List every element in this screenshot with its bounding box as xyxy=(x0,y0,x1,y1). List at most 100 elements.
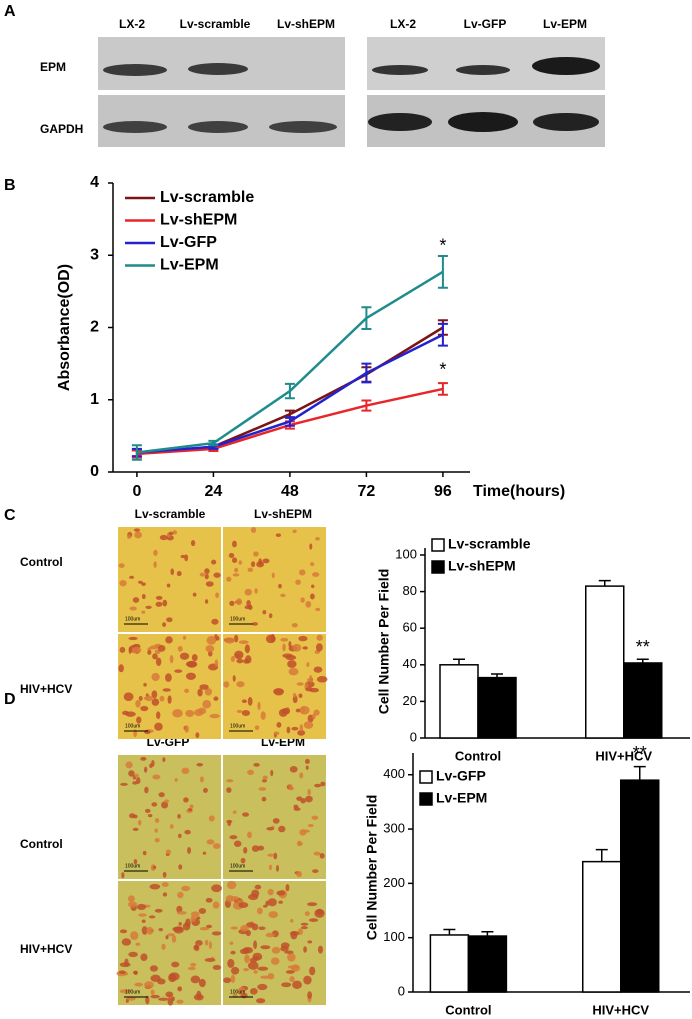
cell xyxy=(212,901,220,909)
cell xyxy=(180,554,186,559)
cell xyxy=(276,721,282,728)
x-axis-label: Time(hours) xyxy=(473,483,565,500)
cell xyxy=(302,646,308,650)
cell xyxy=(293,804,299,809)
column-label: Lv-shEPM xyxy=(254,507,312,521)
micrograph-grid: 100um 100um 100um 100um xyxy=(116,755,326,1006)
legend-label: Lv-shEPM xyxy=(160,212,237,229)
cell xyxy=(300,597,305,603)
cell xyxy=(168,531,174,536)
cell xyxy=(223,681,230,688)
cell xyxy=(173,926,184,934)
cell xyxy=(178,864,183,870)
cell xyxy=(152,865,157,869)
cell xyxy=(143,766,148,773)
cell xyxy=(141,582,146,586)
cell xyxy=(121,872,125,879)
cell xyxy=(169,824,174,829)
y-tick-label: 200 xyxy=(383,875,405,890)
cell xyxy=(187,846,192,854)
cell xyxy=(144,786,149,794)
cell xyxy=(266,827,275,831)
cell xyxy=(300,922,309,926)
cell xyxy=(155,595,163,600)
cell xyxy=(158,792,165,798)
cell xyxy=(270,769,274,777)
cell xyxy=(240,857,246,864)
cell xyxy=(260,945,271,950)
cell xyxy=(253,551,259,557)
bar xyxy=(467,935,508,993)
cell xyxy=(162,757,166,763)
cell xyxy=(199,927,210,931)
cell xyxy=(165,673,172,682)
cell xyxy=(280,942,290,949)
annotation: ** xyxy=(633,743,647,763)
cell xyxy=(140,756,147,761)
cell xyxy=(161,943,166,950)
y-axis-label: Cell Number Per Field xyxy=(376,569,392,714)
cell xyxy=(167,695,172,704)
cell xyxy=(172,530,178,535)
cell xyxy=(255,998,266,1004)
cell xyxy=(156,711,161,720)
cell xyxy=(257,983,268,991)
y-tick-label: 2 xyxy=(90,319,99,336)
cell xyxy=(320,781,326,787)
x-tick-label: 72 xyxy=(358,483,376,500)
y-tick-label: 3 xyxy=(90,246,99,263)
cell xyxy=(193,944,200,951)
band xyxy=(188,63,248,75)
cell xyxy=(310,562,315,567)
blot-background xyxy=(98,95,345,147)
cell xyxy=(245,922,256,928)
cell xyxy=(311,584,315,589)
legend-label: Lv-EPM xyxy=(436,790,487,806)
cell xyxy=(144,808,151,814)
cell xyxy=(234,650,244,660)
cell xyxy=(188,807,193,812)
error-bar xyxy=(437,322,448,347)
cell xyxy=(251,622,258,626)
error-bar xyxy=(437,382,448,396)
cell xyxy=(141,926,148,935)
cell xyxy=(213,843,221,849)
cell xyxy=(280,637,289,642)
cell xyxy=(227,880,237,890)
band xyxy=(103,64,167,76)
cell xyxy=(315,643,323,652)
cell xyxy=(238,902,249,908)
cell xyxy=(158,997,169,1001)
cell xyxy=(258,926,266,931)
cell xyxy=(256,561,265,568)
bar xyxy=(582,860,622,993)
row-label: HIV+HCV xyxy=(20,942,72,956)
cell xyxy=(206,635,217,645)
cell xyxy=(176,999,184,1004)
cell xyxy=(238,987,246,993)
cell xyxy=(123,692,134,702)
column-label: Lv-scramble xyxy=(135,507,206,521)
cell xyxy=(128,951,138,958)
cell xyxy=(147,814,153,818)
cell xyxy=(172,709,183,718)
cell xyxy=(202,700,212,709)
cell xyxy=(119,579,127,587)
legend-swatch xyxy=(419,770,433,784)
cell xyxy=(254,884,262,890)
cell xyxy=(317,945,324,954)
cell xyxy=(303,721,314,729)
error-bar xyxy=(361,399,372,412)
cell xyxy=(134,531,142,539)
cell xyxy=(154,837,160,843)
cell xyxy=(274,731,280,736)
y-tick-label: 100 xyxy=(383,929,405,944)
error-bar xyxy=(208,439,219,447)
cell xyxy=(151,672,160,682)
y-tick-label: 20 xyxy=(403,693,417,708)
cell xyxy=(152,774,161,780)
cell xyxy=(157,978,166,985)
cell xyxy=(164,799,170,803)
panel-label: D xyxy=(4,691,16,708)
cell xyxy=(270,633,275,642)
